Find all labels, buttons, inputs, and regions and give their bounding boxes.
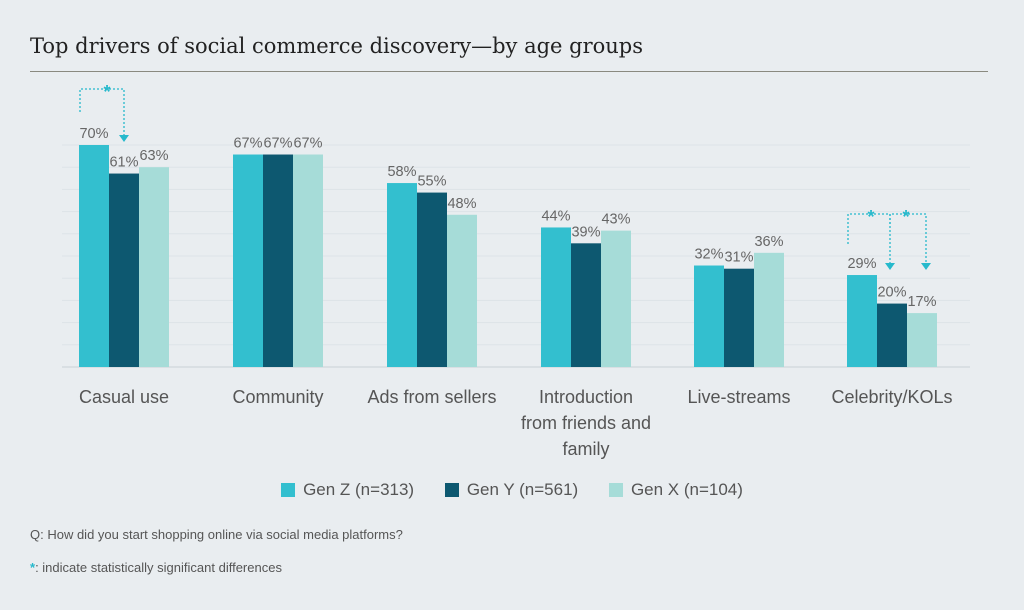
data-label: 36% (754, 234, 783, 250)
legend-swatch-gen-y (444, 483, 459, 497)
data-label: 61% (109, 155, 138, 171)
category-label: Community (232, 387, 323, 407)
bar-5-1 (877, 303, 907, 367)
legend-item-gen-y: Gen Y (n=561) (444, 480, 579, 500)
data-label: 55% (417, 174, 446, 190)
category-label: Introduction (539, 387, 633, 407)
bar-3-1 (571, 243, 601, 367)
legend-label-gen-z: Gen Z (n=313) (303, 480, 415, 499)
category-label: from friends and (521, 413, 651, 433)
bar-2-1 (417, 192, 447, 367)
data-label: 29% (847, 256, 876, 272)
bar-0-0 (79, 145, 109, 367)
category-label: Casual use (79, 387, 169, 407)
data-label: 67% (263, 136, 292, 152)
legend-swatch-gen-x (608, 483, 623, 497)
data-label: 58% (387, 164, 416, 180)
bar-5-2 (907, 313, 937, 367)
data-label: 63% (139, 148, 168, 164)
significance-star: * (103, 82, 110, 102)
bar-0-2 (139, 167, 169, 367)
data-label: 31% (724, 250, 753, 266)
bar-0-1 (109, 173, 139, 367)
legend: Gen Z (n=313) Gen Y (n=561) Gen X (n=104… (0, 480, 1024, 502)
data-label: 17% (907, 294, 936, 310)
bar-5-0 (847, 275, 877, 367)
legend-item-gen-z: Gen Z (n=313) (281, 480, 414, 500)
data-label: 67% (233, 136, 262, 152)
bar-4-2 (754, 252, 784, 367)
data-label: 39% (571, 224, 600, 240)
category-label: Live-streams (687, 387, 790, 407)
significance-bracket-celebrity-x (889, 213, 927, 269)
category-label: Ads from sellers (367, 387, 496, 407)
significance-star: * (867, 207, 874, 227)
bar-2-2 (447, 214, 477, 367)
bar-1-1 (263, 154, 293, 367)
significance-arrow-casual (119, 135, 129, 142)
title-divider (30, 71, 988, 72)
legend-label-gen-x: Gen X (n=104) (630, 480, 743, 499)
footnote-significance: *: indicate statistically significant di… (30, 560, 282, 575)
legend-swatch-gen-z (281, 483, 296, 497)
data-label: 44% (541, 208, 570, 224)
bar-4-1 (724, 268, 754, 367)
data-label: 20% (877, 285, 906, 301)
footnote-question: Q: How did you start shopping online via… (30, 527, 403, 542)
category-label: Celebrity/KOLs (831, 387, 952, 407)
significance-arrow-celebrity-x (921, 263, 931, 270)
significance-text: : indicate statistically significant dif… (35, 560, 282, 575)
data-label: 43% (601, 212, 630, 228)
category-label: family (562, 439, 609, 459)
bar-2-0 (387, 183, 417, 367)
data-label: 67% (293, 136, 322, 152)
data-label: 70% (79, 126, 108, 142)
legend-label-gen-y: Gen Y (n=561) (466, 480, 579, 499)
data-label: 32% (694, 247, 723, 263)
significance-star: * (902, 207, 909, 227)
significance-star: * (30, 560, 36, 575)
bar-3-2 (601, 230, 631, 367)
bar-4-0 (694, 265, 724, 367)
significance-bracket-casual (79, 88, 125, 141)
legend-item-gen-x: Gen X (n=104) (608, 480, 743, 500)
bar-3-0 (541, 227, 571, 367)
bar-1-2 (293, 154, 323, 367)
significance-arrow-celebrity-y (885, 263, 895, 270)
bar-1-0 (233, 154, 263, 367)
chart-title: Top drivers of social commerce discovery… (30, 34, 644, 58)
data-label: 48% (447, 196, 476, 212)
